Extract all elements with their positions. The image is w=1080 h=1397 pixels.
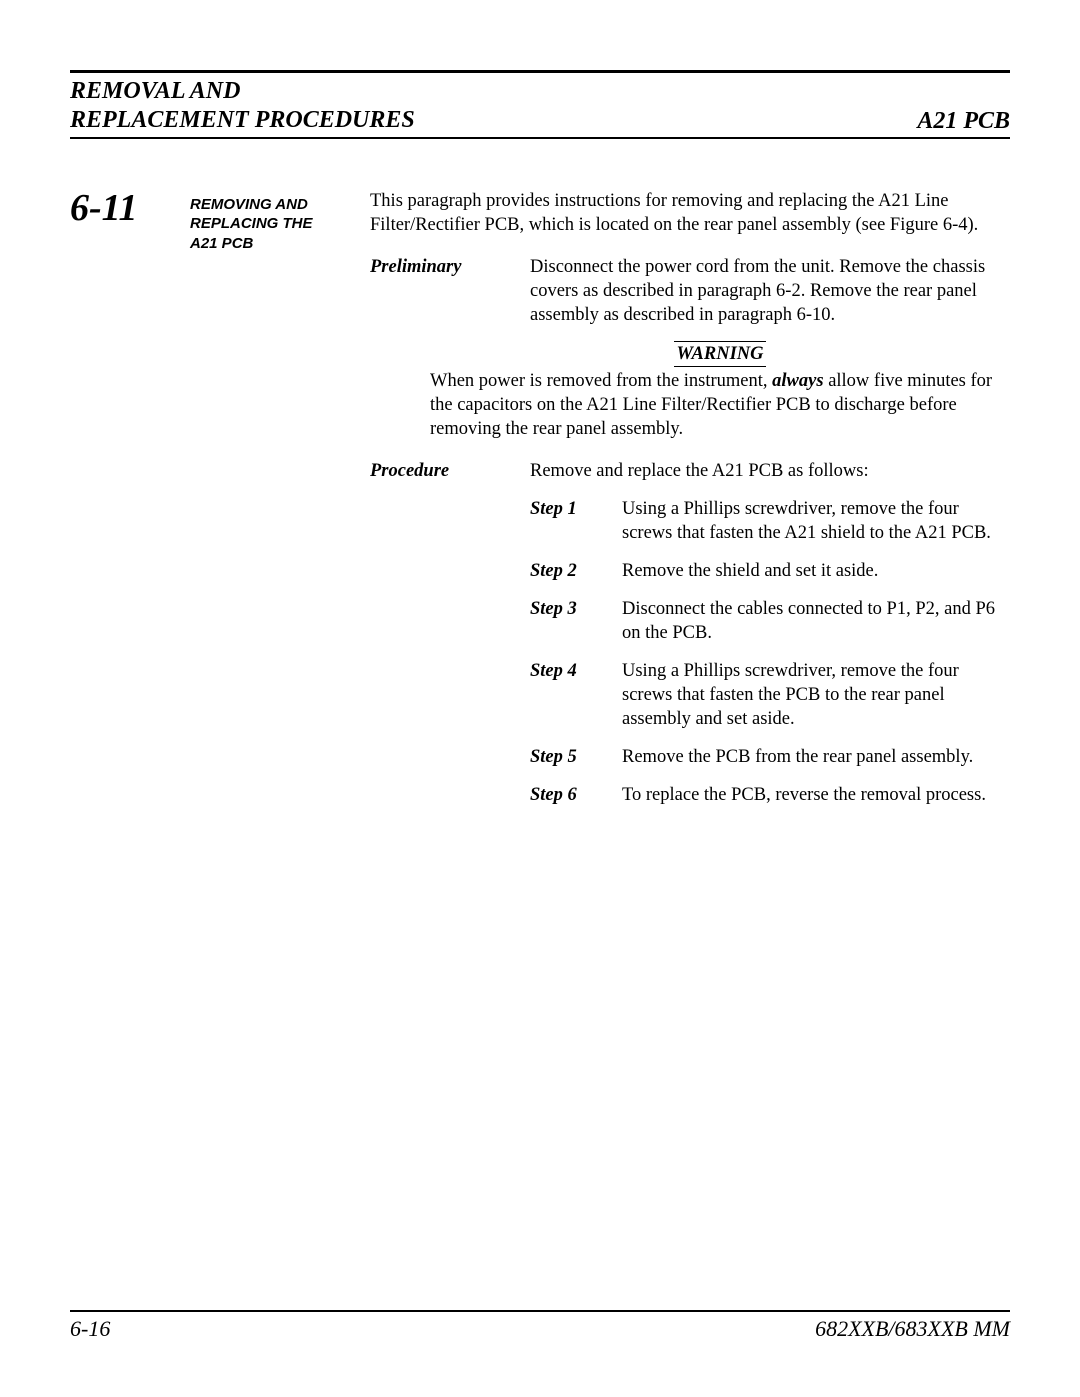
step-row: Step 2 Remove the shield and set it asid…: [530, 559, 1010, 583]
step-text: Using a Phillips screwdriver, remove the…: [622, 659, 1010, 731]
step-row: Step 5 Remove the PCB from the rear pane…: [530, 745, 1010, 769]
warning-block: WARNING When power is removed from the i…: [430, 341, 1010, 441]
header-left: REMOVAL AND REPLACEMENT PROCEDURES: [70, 77, 415, 135]
preliminary-block: Preliminary Disconnect the power cord fr…: [370, 255, 1010, 327]
intro-paragraph: This paragraph provides instructions for…: [370, 189, 1010, 237]
step-row: Step 4 Using a Phillips screwdriver, rem…: [530, 659, 1010, 731]
header-left-line1: REMOVAL AND: [70, 77, 415, 106]
step-row: Step 1 Using a Phillips screwdriver, rem…: [530, 497, 1010, 545]
header-right: A21 PCB: [917, 108, 1010, 135]
content: 6-11 REMOVING AND REPLACING THE A21 PCB …: [70, 189, 1010, 822]
section-title-line2: REPLACING THE: [190, 214, 345, 234]
warning-heading: WARNING: [674, 341, 765, 367]
step-label: Step 1: [530, 497, 600, 545]
preliminary-label: Preliminary: [370, 255, 500, 327]
step-label: Step 6: [530, 783, 600, 807]
step-text: Using a Phillips screwdriver, remove the…: [622, 497, 1010, 545]
warning-heading-wrap: WARNING: [430, 341, 1010, 367]
step-text: To replace the PCB, reverse the removal …: [622, 783, 1010, 807]
step-row: Step 6 To replace the PCB, reverse the r…: [530, 783, 1010, 807]
preliminary-text: Disconnect the power cord from the unit.…: [530, 255, 1010, 327]
procedure-block: Procedure Remove and replace the A21 PCB…: [370, 459, 1010, 483]
warning-pre: When power is removed from the instrumen…: [430, 371, 772, 391]
footer-doc-id: 682XXB/683XXB MM: [815, 1316, 1010, 1342]
step-label: Step 5: [530, 745, 600, 769]
step-label: Step 2: [530, 559, 600, 583]
step-row: Step 3 Disconnect the cables connected t…: [530, 597, 1010, 645]
step-label: Step 3: [530, 597, 600, 645]
step-text: Remove the shield and set it aside.: [622, 559, 1010, 583]
step-label: Step 4: [530, 659, 600, 731]
footer-page-number: 6-16: [70, 1316, 110, 1342]
section-title-line3: A21 PCB: [190, 234, 345, 254]
section-title-line1: REMOVING AND: [190, 195, 345, 215]
warning-emphasis: always: [772, 371, 823, 391]
step-text: Disconnect the cables connected to P1, P…: [622, 597, 1010, 645]
procedure-label: Procedure: [370, 459, 500, 483]
section-number: 6-11: [70, 189, 165, 822]
procedure-intro: Remove and replace the A21 PCB as follow…: [530, 459, 1010, 483]
section-title: REMOVING AND REPLACING THE A21 PCB: [190, 189, 345, 822]
header-left-line2: REPLACEMENT PROCEDURES: [70, 106, 415, 135]
page-header: REMOVAL AND REPLACEMENT PROCEDURES A21 P…: [70, 70, 1010, 139]
page-footer: 6-16 682XXB/683XXB MM: [70, 1310, 1010, 1342]
warning-text: When power is removed from the instrumen…: [430, 369, 1010, 441]
steps-list: Step 1 Using a Phillips screwdriver, rem…: [530, 497, 1010, 807]
step-text: Remove the PCB from the rear panel assem…: [622, 745, 1010, 769]
body-column: This paragraph provides instructions for…: [370, 189, 1010, 822]
